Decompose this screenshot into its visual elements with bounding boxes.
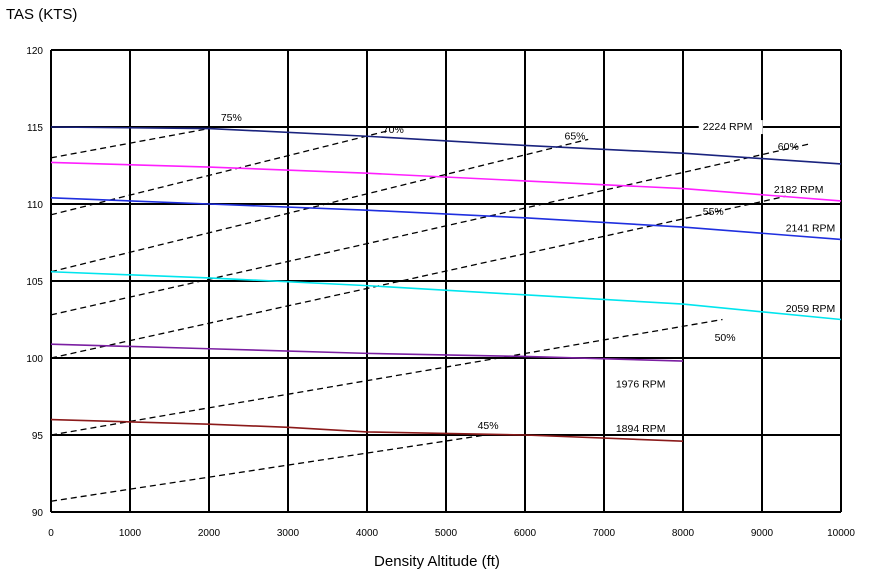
- power-label-6: 45%: [478, 420, 499, 432]
- y-tick-label-4: 110: [27, 200, 43, 211]
- rpm-line-1894: [50, 418, 684, 442]
- power-label-2: 65%: [565, 130, 586, 142]
- power-label-1: 70%: [383, 124, 404, 136]
- label-bg-2224: [698, 120, 763, 135]
- x-tick-label-9: 9000: [751, 528, 774, 539]
- rpm-line-1976: [50, 343, 684, 362]
- rpm-line-2141: [50, 197, 842, 241]
- rpm-label-12: 1894 RPM: [616, 423, 666, 435]
- y-axis-label: TAS (KTS): [6, 6, 78, 23]
- power-label-4: 55%: [703, 206, 724, 218]
- x-tick-label-7: 7000: [593, 528, 616, 539]
- x-tick-label-8: 8000: [672, 528, 695, 539]
- rpm-line-2224: [50, 126, 842, 165]
- y-tick-label-3: 105: [26, 277, 43, 288]
- rpm-label-9: 2141 RPM: [786, 223, 836, 235]
- y-tick-label-0: 90: [32, 508, 44, 519]
- x-tick-label-0: 0: [48, 528, 54, 539]
- power-line-45pct: [50, 434, 486, 502]
- x-tick-label-6: 6000: [514, 528, 537, 539]
- power-line-75pct: [50, 127, 210, 159]
- power-label-3: 60%: [778, 141, 799, 153]
- power-line-55pct: [50, 195, 786, 359]
- y-tick-label-5: 115: [27, 123, 43, 134]
- x-tick-label-10: 10000: [827, 528, 855, 539]
- rpm-line-2182: [50, 161, 842, 202]
- x-tick-label-2: 2000: [198, 528, 221, 539]
- x-axis-label: Density Altitude (ft): [374, 553, 500, 570]
- x-tick-label-5: 5000: [435, 528, 458, 539]
- power-label-0: 75%: [221, 112, 242, 124]
- y-tick-label-2: 100: [26, 354, 43, 365]
- x-tick-label-3: 3000: [277, 528, 300, 539]
- rpm-label-7: 2224 RPM: [703, 121, 753, 133]
- y-tick-label-6: 120: [26, 46, 43, 57]
- rpm-label-10: 2059 RPM: [786, 303, 836, 315]
- x-tick-label-4: 4000: [356, 528, 379, 539]
- x-tick-label-1: 1000: [119, 528, 142, 539]
- power-line-70pct: [50, 129, 391, 216]
- power-line-50pct: [50, 318, 723, 436]
- y-tick-label-1: 95: [32, 431, 44, 442]
- rpm-line-2059: [50, 270, 842, 321]
- power-line-65pct: [50, 138, 589, 273]
- rpm-label-11: 1976 RPM: [616, 378, 666, 390]
- rpm-label-8: 2182 RPM: [774, 184, 824, 196]
- power-label-5: 50%: [715, 332, 736, 344]
